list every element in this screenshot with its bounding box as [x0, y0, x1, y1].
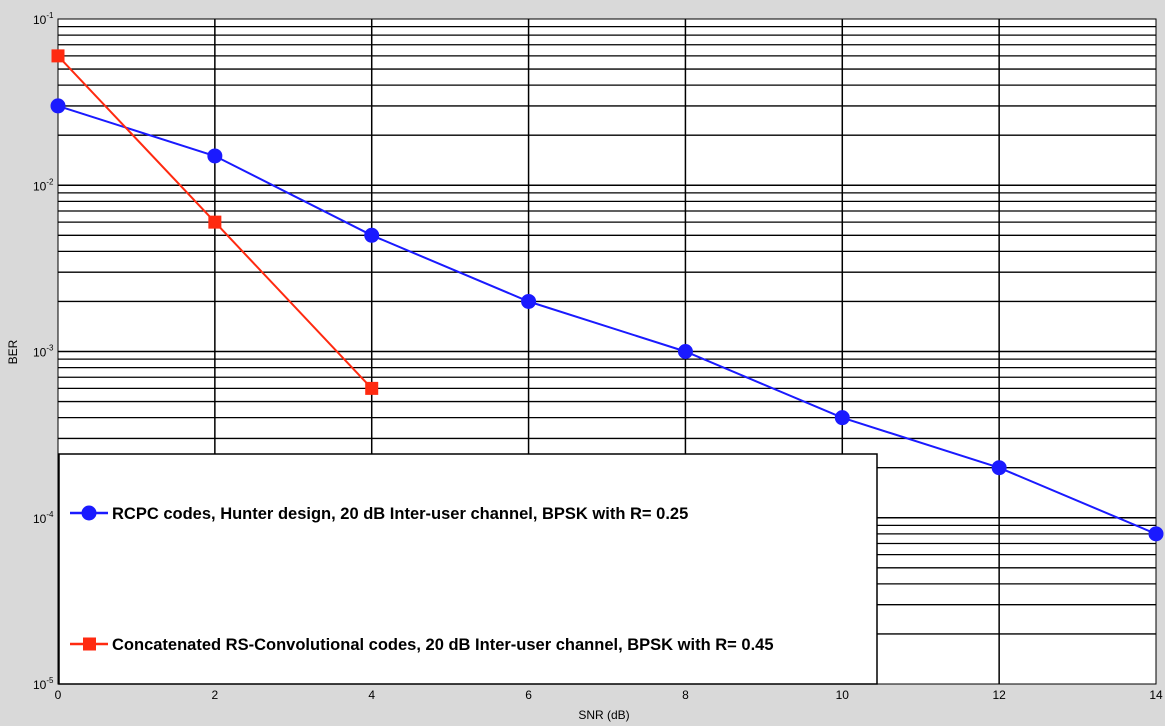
data-point-circle: [1148, 526, 1164, 542]
data-point-circle: [991, 460, 1007, 476]
data-point-circle: [364, 227, 380, 243]
data-point-circle: [521, 293, 537, 309]
x-tick-label: 4: [368, 688, 375, 702]
x-axis-label: SNR (dB): [578, 708, 629, 722]
legend-marker-circle: [81, 505, 97, 521]
legend-box: [58, 453, 878, 685]
y-axis-label: BER: [6, 339, 20, 364]
y-tick-label: 10-5: [33, 676, 54, 692]
y-tick-label: 10-3: [33, 344, 54, 360]
x-tick-label: 2: [212, 688, 219, 702]
legend-label: RCPC codes, Hunter design, 20 dB Inter-u…: [112, 505, 688, 523]
data-series: [50, 49, 1164, 542]
x-tick-label: 6: [525, 688, 532, 702]
series-line-1: [57, 104, 1157, 535]
data-point-square: [365, 381, 379, 395]
data-point-square: [51, 49, 65, 63]
data-point-circle: [834, 410, 850, 426]
data-point-square: [208, 215, 222, 229]
data-point-circle: [677, 344, 693, 359]
x-tick-label: 8: [682, 688, 689, 702]
x-tick-label: 10: [836, 688, 850, 702]
y-tick-label: 10-2: [33, 177, 54, 193]
data-point-circle: [50, 98, 66, 114]
x-tick-label: 12: [992, 688, 1006, 702]
legend-marker-square: [83, 637, 96, 651]
x-tick-label: 0: [55, 688, 62, 702]
y-tick-label: 10-4: [33, 510, 54, 526]
legend: RCPC codes, Hunter design, 20 dB Inter-u…: [58, 453, 878, 685]
legend-label: Concatenated RS-Convolutional codes, 20 …: [112, 636, 774, 654]
y-tick-label: 10-1: [33, 11, 54, 27]
data-point-circle: [207, 148, 223, 164]
x-tick-label: 14: [1149, 688, 1163, 702]
